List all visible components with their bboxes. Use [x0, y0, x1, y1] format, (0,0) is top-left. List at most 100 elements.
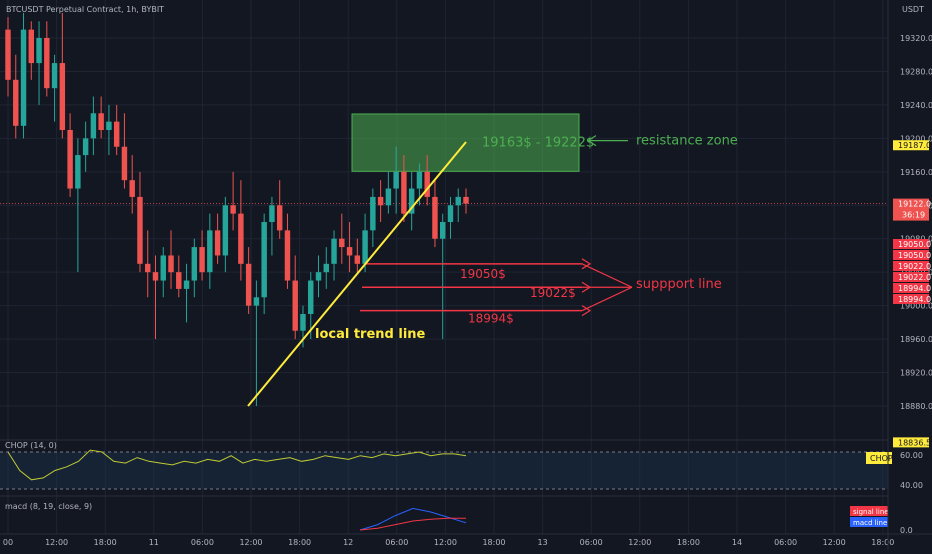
candle [284, 213, 291, 289]
candle-body [261, 222, 267, 298]
candle-body [416, 171, 423, 189]
candle [354, 238, 361, 273]
price-tick-label: 19000.0 [900, 302, 932, 311]
macd-indicator-label: macd (8, 19, close, 9) [5, 502, 92, 511]
candle-body [245, 263, 252, 306]
candle [308, 272, 314, 340]
candle [59, 12, 66, 139]
candle [90, 96, 97, 156]
candle-body [253, 297, 260, 306]
candle [439, 213, 446, 340]
candle [261, 213, 267, 314]
candle [323, 247, 329, 289]
candle [199, 230, 205, 281]
trend-line[interactable] [247, 141, 467, 407]
candle [44, 21, 50, 97]
support-level-label: 19022$ [530, 286, 576, 300]
support-arrowhead [581, 305, 592, 317]
candle [152, 255, 159, 340]
chop-badge: CHOP [870, 454, 893, 463]
candle-body [199, 247, 205, 273]
candle-body [36, 38, 42, 64]
candle [214, 213, 221, 264]
candle [113, 104, 120, 156]
candle-body [292, 280, 298, 331]
candle [160, 247, 166, 298]
price-label-bg [893, 437, 929, 448]
candle-body [447, 205, 454, 222]
candle-body [323, 263, 329, 273]
candle [463, 188, 469, 214]
price-label-bg [893, 294, 929, 304]
macd-line [359, 507, 467, 531]
candle-body [168, 255, 174, 273]
candle [36, 21, 42, 105]
candle-body [129, 180, 135, 197]
candle [183, 263, 190, 323]
support-arrowhead [581, 258, 592, 270]
price-label-bg [893, 140, 929, 151]
price-label-current: 19122.0 [898, 200, 931, 209]
candle [5, 17, 11, 97]
candle-body [238, 213, 244, 264]
candle-body [385, 188, 392, 206]
macd-tick-0: 0.0 [900, 526, 913, 535]
candle [276, 180, 283, 239]
price-label-bg [893, 250, 929, 260]
candle-body [5, 29, 11, 80]
support-arrow [581, 286, 633, 312]
candle-body [20, 29, 27, 126]
candle [455, 188, 461, 222]
candle-body [82, 138, 89, 156]
signal-line [359, 517, 466, 531]
candle [207, 213, 213, 289]
candle-body [308, 280, 314, 314]
candle-body [137, 196, 143, 264]
candle-body [408, 188, 415, 214]
candle [424, 155, 430, 206]
candle-body [191, 247, 198, 281]
chop-badge-bg [866, 452, 892, 464]
candle-body [59, 63, 66, 130]
candle-body [67, 130, 73, 189]
candle [408, 171, 415, 231]
price-label-bg [893, 261, 929, 271]
time-tick-label: 12:00 [45, 538, 68, 547]
candle-body [276, 205, 283, 231]
candle [168, 230, 174, 289]
resistance-zone-label: resistance zone [636, 134, 738, 149]
price-labels: 19187.0 19122.0 36:19 19050.0 19050.0 19022.0… [893, 140, 931, 448]
price-label-support_1b: 19050.0 [898, 251, 931, 260]
time-tick-label: 12:00 [628, 538, 651, 547]
candle-body [28, 29, 35, 64]
support-level-label: 19050$ [460, 267, 506, 281]
signal-legend-bg [850, 506, 888, 516]
candle [362, 213, 368, 273]
candle [253, 280, 260, 406]
price-tick-label: 19160.0 [900, 168, 932, 177]
time-axis[interactable]: 00 12:00 18:00 11 06:00 12:00 18:00 12 06:00 12:0… [3, 538, 894, 547]
candle-body [331, 238, 337, 264]
candle-body [75, 155, 81, 189]
price-tick-label: 19200.0 [900, 134, 932, 143]
price-tick-label: 18920.0 [900, 369, 932, 378]
candle [339, 213, 345, 264]
candle [377, 180, 384, 222]
candle [67, 113, 73, 197]
candle-body [13, 79, 19, 126]
candlestick-series [5, 12, 469, 406]
price-label-support_3a: 18994.0 [898, 284, 931, 293]
candle-body [339, 238, 345, 248]
price-tick-label: 19280.0 [900, 67, 932, 76]
macd-legend-bg [850, 517, 888, 527]
time-tick-label: 06:00 [191, 538, 214, 547]
candle-body [439, 222, 446, 239]
candle-body [370, 196, 376, 231]
candle-body [145, 263, 151, 273]
candle-body [183, 280, 190, 289]
candle-body [284, 230, 291, 281]
time-tick-label: 14 [732, 538, 742, 547]
price-tick-label: 18960.0 [900, 335, 932, 344]
